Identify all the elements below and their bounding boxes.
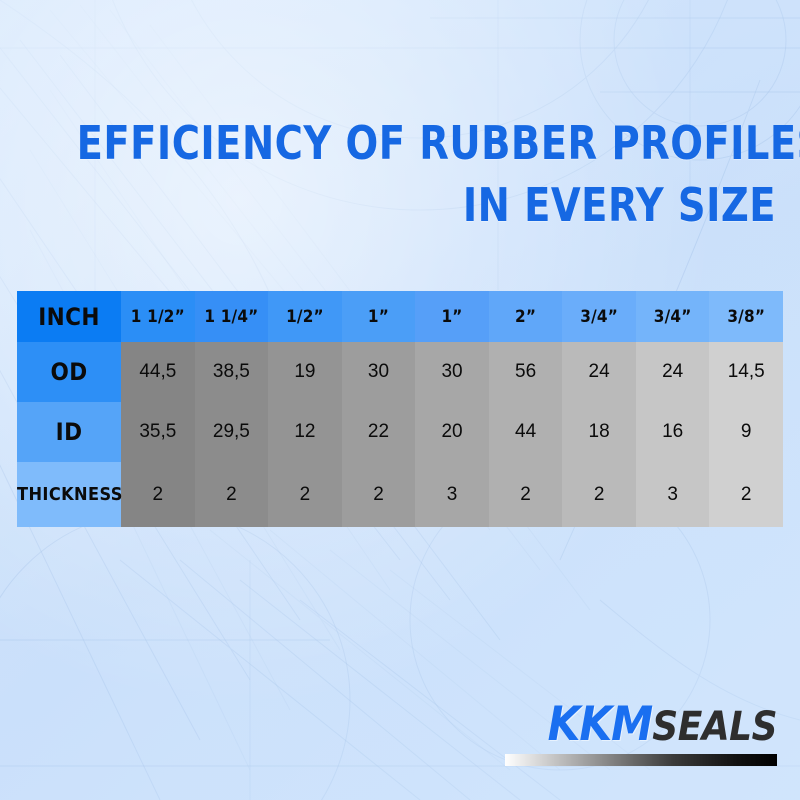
logo-kkm-text: KKM [547, 697, 654, 752]
cell-id-1: 35,5 [121, 402, 195, 462]
header-cell-2: 1 1/4” [194, 291, 269, 342]
row-label-thickness: THICKNESS [17, 462, 122, 527]
table-row-id: ID 35,5 29,5 12 22 20 44 18 16 9 [17, 402, 783, 462]
cell-thickness-3: 2 [268, 462, 342, 527]
title-line-1: EFFICIENCY OF RUBBER PROFILES [76, 116, 800, 170]
cell-od-5: 30 [415, 342, 489, 402]
header-cell-1: 1 1/2” [121, 291, 195, 342]
cell-id-2: 29,5 [194, 402, 269, 462]
cell-id-5: 20 [415, 402, 489, 462]
title-line-2: IN EVERY SIZE [462, 178, 776, 232]
brand-logo: KKMSEALS [505, 700, 777, 766]
specification-table: INCH 1 1/2” 1 1/4” 1/2” 1” 1” 2” 3/4” 3/… [17, 291, 783, 527]
cell-id-4: 22 [341, 402, 416, 462]
cell-od-9: 14,5 [709, 342, 783, 402]
table-row-od: OD 44,5 38,5 19 30 30 56 24 24 14,5 [17, 342, 783, 402]
cell-id-8: 16 [635, 402, 710, 462]
cell-od-1: 44,5 [121, 342, 195, 402]
row-label-od: OD [17, 342, 122, 402]
row-label-id: ID [17, 402, 122, 462]
cell-thickness-2: 2 [194, 462, 269, 527]
cell-thickness-6: 2 [488, 462, 563, 527]
header-cell-9: 3/8” [709, 291, 783, 342]
header-cell-3: 1/2” [268, 291, 342, 342]
header-label-inch: INCH [17, 291, 122, 342]
header-cell-4: 1” [341, 291, 416, 342]
cell-id-3: 12 [268, 402, 342, 462]
cell-id-6: 44 [488, 402, 563, 462]
cell-thickness-9: 2 [709, 462, 783, 527]
header-cell-7: 3/4” [562, 291, 636, 342]
header-cell-5: 1” [415, 291, 489, 342]
cell-od-8: 24 [635, 342, 710, 402]
logo-seals-text: SEALS [652, 704, 777, 750]
page-title: EFFICIENCY OF RUBBER PROFILES IN EVERY S… [24, 112, 800, 236]
cell-thickness-4: 2 [341, 462, 416, 527]
logo-gradient-bar [505, 754, 777, 766]
cell-od-4: 30 [341, 342, 416, 402]
cell-od-2: 38,5 [194, 342, 269, 402]
cell-id-9: 9 [709, 402, 783, 462]
header-cell-8: 3/4” [635, 291, 710, 342]
cell-thickness-5: 3 [415, 462, 489, 527]
header-cell-6: 2” [488, 291, 563, 342]
cell-thickness-8: 3 [635, 462, 710, 527]
cell-id-7: 18 [562, 402, 636, 462]
cell-thickness-7: 2 [562, 462, 636, 527]
table-row-thickness: THICKNESS 2 2 2 2 3 2 2 3 2 [17, 462, 783, 527]
cell-od-7: 24 [562, 342, 636, 402]
logo-wordmark: KKMSEALS [505, 697, 778, 752]
cell-od-6: 56 [488, 342, 563, 402]
cell-od-3: 19 [268, 342, 342, 402]
cell-thickness-1: 2 [121, 462, 195, 527]
table-header-row: INCH 1 1/2” 1 1/4” 1/2” 1” 1” 2” 3/4” 3/… [17, 291, 783, 342]
